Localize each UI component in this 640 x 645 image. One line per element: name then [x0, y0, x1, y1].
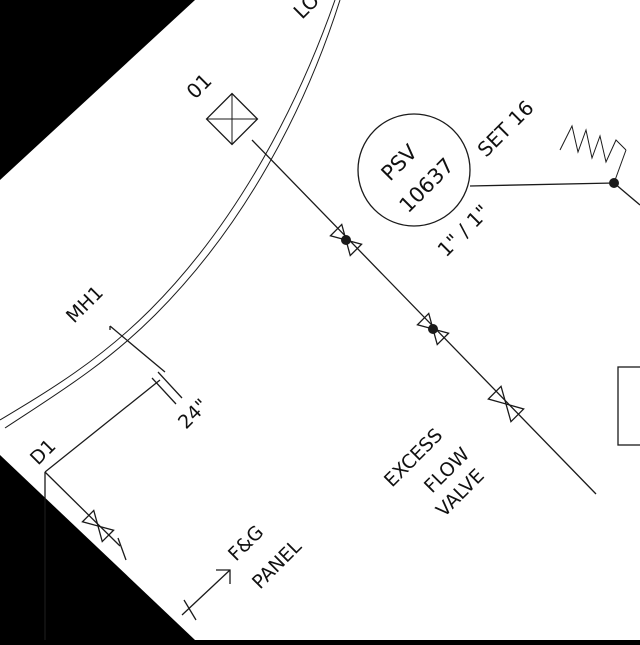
- d1-line-to-valve: [44, 471, 121, 547]
- right-edge-box: [617, 366, 640, 446]
- curved-boundary-line-b: [4, 0, 341, 429]
- psv-right-line: [613, 182, 640, 206]
- d1-valve-tick: [117, 537, 127, 561]
- instrument-box-01: [205, 92, 259, 146]
- psv-connection-line: [469, 182, 615, 187]
- gate-valve-2: [416, 312, 450, 346]
- spring-symbol: [559, 124, 627, 164]
- fg-arrowhead: [216, 569, 231, 584]
- main-process-line: [251, 139, 597, 495]
- cap-mark-2: [157, 371, 183, 399]
- fg-tick: [183, 599, 197, 621]
- spring-stem: [613, 149, 627, 184]
- fg-signal-line: [181, 569, 231, 616]
- d1-valve: [81, 509, 115, 543]
- mh1-down-diagonal: [44, 379, 161, 473]
- excess-flow-valve-symbol: [487, 385, 525, 423]
- psv-bubble: [357, 113, 471, 227]
- cap-mark-1: [151, 377, 177, 405]
- curved-boundary-line-a: [0, 0, 336, 421]
- mh1-leader: [109, 325, 166, 373]
- gate-valve-1: [329, 223, 363, 257]
